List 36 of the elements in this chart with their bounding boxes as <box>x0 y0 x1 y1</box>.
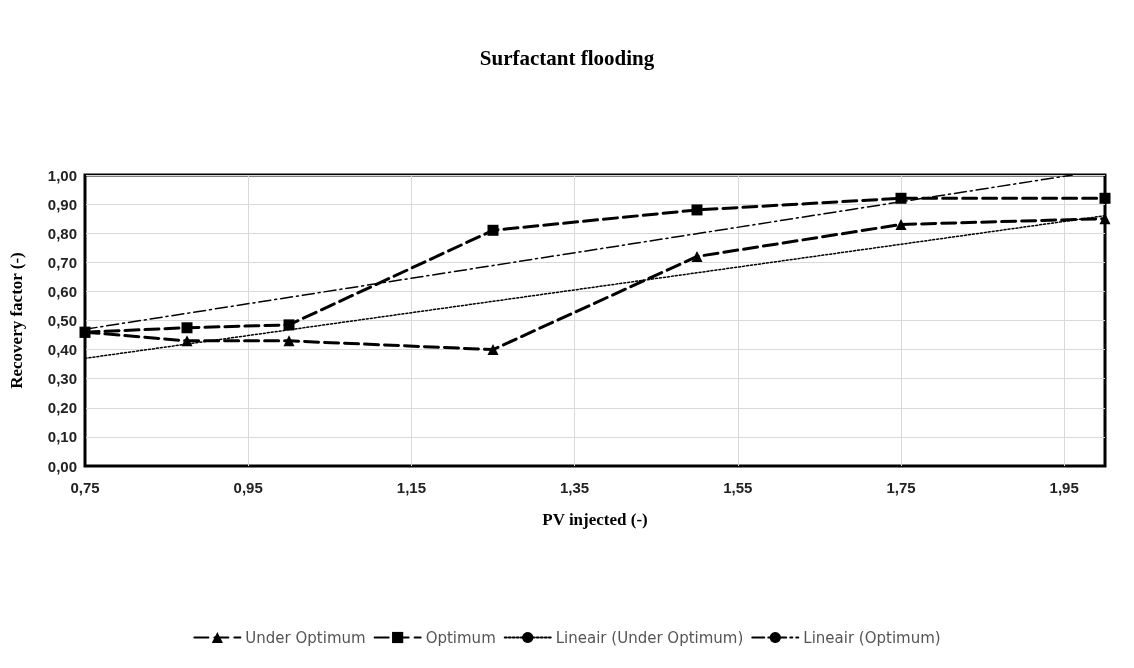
y-tick-label: 0,90 <box>47 195 77 213</box>
y-tick-label: 0,10 <box>47 428 77 446</box>
y-tick-label: 0,60 <box>47 282 77 300</box>
x-tick-label: 0,75 <box>70 479 100 496</box>
x-tick-label: 1,75 <box>886 479 916 496</box>
legend-label: Lineair (Optimum) <box>803 628 941 647</box>
point <box>487 224 499 236</box>
x-tick-label: 1,95 <box>1049 479 1079 496</box>
point <box>283 335 295 347</box>
x-axis-title: PV injected (-) <box>542 510 648 529</box>
x-tick-label: 1,15 <box>396 479 426 496</box>
y-tick-label: 1,00 <box>47 166 77 184</box>
y-tick-label: 0,40 <box>47 341 77 359</box>
point <box>283 319 295 331</box>
point <box>181 322 193 334</box>
y-tick-label: 0,50 <box>47 312 77 329</box>
y-tick-label: 0,00 <box>47 457 77 475</box>
legend-label: Lineair (Under Optimum) <box>555 628 744 647</box>
x-tick-label: 1,35 <box>560 479 590 496</box>
point <box>691 204 703 216</box>
point <box>1099 192 1111 204</box>
y-tick-label: 0,70 <box>47 253 77 271</box>
point <box>895 192 907 204</box>
x-tick-label: 1,55 <box>723 479 753 496</box>
point <box>487 344 499 356</box>
x-tick-label: 0,95 <box>233 479 263 496</box>
y-tick-label: 0,20 <box>47 399 77 417</box>
chart-title: Surfactant flooding <box>479 45 655 70</box>
y-tick-label: 0,30 <box>47 370 77 388</box>
point <box>691 250 703 262</box>
point <box>181 335 193 347</box>
y-axis-title: Recovery factor (-) <box>7 252 26 389</box>
y-tick-label: 0,80 <box>47 224 77 242</box>
legend-label: Optimum <box>425 628 496 647</box>
point <box>895 218 907 230</box>
legend-label: Under Optimum <box>245 628 366 647</box>
